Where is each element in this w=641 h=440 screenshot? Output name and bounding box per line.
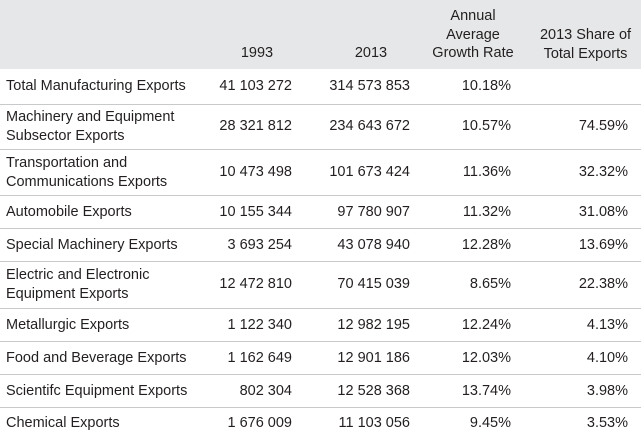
growth-rate: 11.36% <box>462 164 511 180</box>
value-2013: 12 901 186 <box>337 350 410 366</box>
export-share: 22.38% <box>578 276 628 292</box>
table-row: Transportation and Communications Exports… <box>0 150 641 196</box>
growth-rate: 12.03% <box>461 350 511 366</box>
value-1993: 3 693 254 <box>227 237 292 253</box>
growth-rate: 8.65% <box>469 276 511 292</box>
table-header: 1993 2013 Annual Average Growth Rate 201… <box>0 0 641 69</box>
value-2013: 12 982 195 <box>337 317 410 333</box>
value-2013: 11 103 056 <box>338 415 411 431</box>
value-2013: 101 673 424 <box>329 164 410 180</box>
value-1993: 10 473 498 <box>219 164 292 180</box>
header-2013: 2013 <box>354 45 388 61</box>
header-share: 2013 Share of Total Exports <box>539 27 632 62</box>
export-share: 3.53% <box>586 415 628 431</box>
value-1993: 10 155 344 <box>219 204 292 220</box>
value-1993: 1 676 009 <box>227 415 292 431</box>
value-1993: 1 122 340 <box>227 317 292 333</box>
table-row: Electric and Electronic Equipment Exports… <box>0 262 641 309</box>
table-row: Metallurgic Exports 1 122 340 12 982 195 12… <box>0 309 641 342</box>
growth-rate: 12.24% <box>461 317 511 333</box>
value-2013: 70 415 039 <box>337 276 410 292</box>
export-share: 74.59% <box>578 118 628 134</box>
row-label: Food and Beverage Exports <box>6 350 187 366</box>
export-share: 31.08% <box>578 204 628 220</box>
table-row: Special Machinery Exports 3 693 254 43 078… <box>0 229 641 262</box>
growth-rate: 11.32% <box>462 204 511 220</box>
growth-rate: 10.57% <box>461 118 511 134</box>
header-growth-rate: Annual Average Growth Rate <box>432 8 514 61</box>
value-1993: 802 304 <box>239 383 292 399</box>
value-2013: 12 528 368 <box>337 383 410 399</box>
row-label: Electric and Electronic Equipment Exports <box>6 267 150 302</box>
value-1993: 1 162 649 <box>227 350 292 366</box>
row-label: Automobile Exports <box>6 204 132 220</box>
growth-rate: 9.45% <box>469 415 511 431</box>
table-row: Total Manufacturing Exports 41 103 272 314… <box>0 69 641 105</box>
export-share: 3.98% <box>586 383 628 399</box>
value-1993: 28 321 812 <box>219 118 292 134</box>
export-share: 32.32% <box>578 164 628 180</box>
value-2013: 43 078 940 <box>337 237 410 253</box>
value-2013: 234 643 672 <box>329 118 410 134</box>
export-share: 13.69% <box>578 237 628 253</box>
row-label: Chemical Exports <box>6 415 120 431</box>
growth-rate: 12.28% <box>461 237 511 253</box>
header-1993: 1993 <box>240 45 274 61</box>
row-label: Transportation and Communications Exports <box>6 155 168 190</box>
value-1993: 41 103 272 <box>219 78 292 94</box>
value-1993: 12 472 810 <box>219 276 292 292</box>
row-label: Metallurgic Exports <box>6 317 130 333</box>
table-row: Machinery and Equipment Subsector Exports… <box>0 105 641 150</box>
row-label: Special Machinery Exports <box>6 237 178 253</box>
value-2013: 97 780 907 <box>337 204 410 220</box>
table-row: Automobile Exports 10 155 344 97 780 907 11… <box>0 196 641 229</box>
row-label: Scientifc Equipment Exports <box>6 383 188 399</box>
row-label: Total Manufacturing Exports <box>6 78 186 94</box>
export-share: 4.13% <box>586 317 628 333</box>
export-share: 4.10% <box>586 350 628 366</box>
value-2013: 314 573 853 <box>329 78 410 94</box>
table-row: Chemical Exports 1 676 009 11 103 056 9.45%… <box>0 408 641 439</box>
growth-rate: 10.18% <box>461 78 511 94</box>
table-row: Scientifc Equipment Exports 802 304 12 528… <box>0 375 641 408</box>
table-row: Food and Beverage Exports 1 162 649 12 901… <box>0 342 641 375</box>
row-label: Machinery and Equipment Subsector Exports <box>6 109 175 144</box>
growth-rate: 13.74% <box>461 383 511 399</box>
